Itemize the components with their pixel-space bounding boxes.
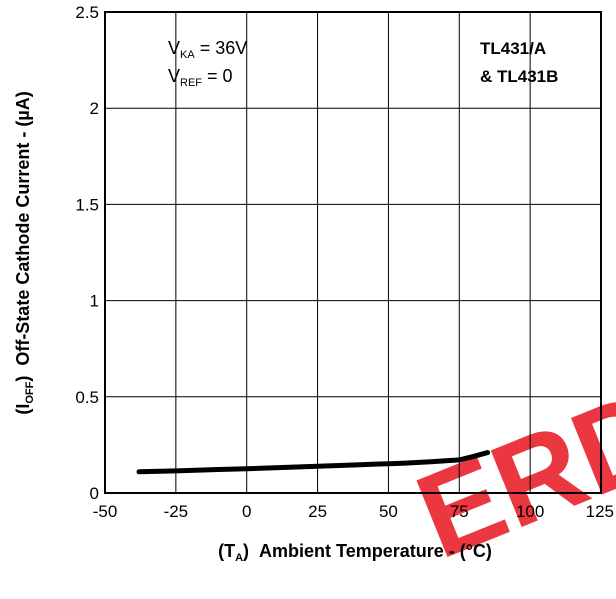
x-axis-title: (TA) Ambient Temperature - (°C) (218, 541, 492, 564)
device-label-2: & TL431B (480, 67, 558, 86)
y-tick-label: 2 (90, 99, 99, 118)
condition-vka: VKA = 36V (168, 38, 247, 61)
y-tick-label: 2.5 (75, 3, 99, 22)
plot-frame (104, 11, 602, 494)
y-tick-labels: 0 0.5 1 1.5 2 2.5 (75, 3, 99, 503)
x-tick-label: 25 (308, 502, 327, 521)
x-tick-label: 0 (242, 502, 251, 521)
y-tick-label: 1 (90, 292, 99, 311)
y-tick-label: 1.5 (75, 195, 99, 214)
x-tick-label: 75 (450, 502, 469, 521)
x-tick-label: -25 (164, 502, 189, 521)
y-axis-title: (IOFF)Off-State Cathode Current - (µA) (13, 91, 36, 414)
x-tick-label: -50 (93, 502, 118, 521)
condition-vref: VREF = 0 (168, 66, 233, 89)
device-label-1: TL431/A (480, 39, 546, 58)
x-tick-label: 50 (379, 502, 398, 521)
x-tick-label: 125 (586, 502, 614, 521)
x-tick-label: 100 (516, 502, 544, 521)
y-tick-label: 0 (90, 484, 99, 503)
series-line (136, 450, 491, 475)
y-tick-label: 0.5 (75, 388, 99, 407)
x-tick-labels: -50 -25 0 25 50 75 100 125 (93, 502, 614, 521)
